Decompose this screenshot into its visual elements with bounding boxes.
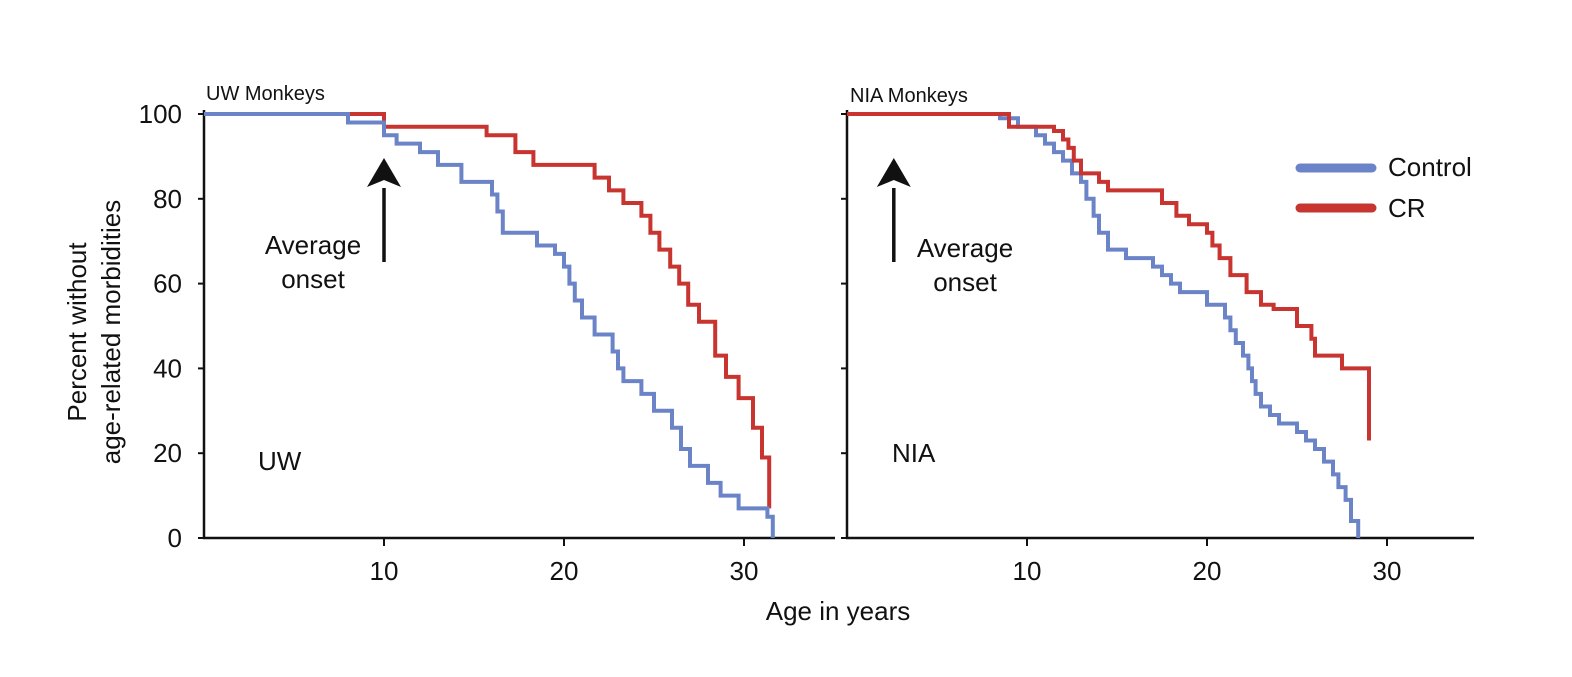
y-axis-label-line2: age-related morbidities <box>96 200 126 464</box>
y-tick-label: 40 <box>153 353 182 383</box>
series-line-control <box>204 112 775 538</box>
panel-label: UW <box>258 446 302 476</box>
y-tick-label: 80 <box>153 184 182 214</box>
series-line-control <box>847 112 1361 538</box>
annotation-arrowhead <box>876 158 911 187</box>
x-tick-label: 10 <box>1013 556 1042 586</box>
annotation-average: Average <box>265 230 361 260</box>
panel-title: NIA Monkeys <box>850 85 968 107</box>
y-tick-label: 0 <box>168 523 182 553</box>
annotation-arrowhead <box>367 158 401 187</box>
legend-label-control: Control <box>1388 152 1472 182</box>
legend: Control CR <box>1295 152 1472 223</box>
y-axis-label-line1: Percent without <box>62 242 92 422</box>
legend-label-cr: CR <box>1388 193 1426 223</box>
annotation-average: Average <box>917 233 1013 263</box>
panel-label: NIA <box>892 438 936 468</box>
panel-nia: NIA Monkeys NIA Average onset 10 20 30 <box>841 85 1474 586</box>
series-line-cr <box>204 112 772 509</box>
annotation-onset: onset <box>281 264 345 294</box>
x-tick-label: 20 <box>1193 556 1222 586</box>
series-line-cr <box>847 112 1371 441</box>
annotation-onset: onset <box>933 267 997 297</box>
y-tick-label: 60 <box>153 269 182 299</box>
y-tick-label: 20 <box>153 438 182 468</box>
x-tick-label: 20 <box>550 556 579 586</box>
x-tick-label: 10 <box>370 556 399 586</box>
panel-uw: UW Monkeys UW Average onset 0 20 40 60 80 100… <box>139 83 835 586</box>
x-tick-label: 30 <box>730 556 759 586</box>
x-axis-label: Age in years <box>766 596 911 626</box>
y-tick-label: 100 <box>139 99 182 129</box>
x-tick-label: 30 <box>1373 556 1402 586</box>
panel-title: UW Monkeys <box>206 83 325 105</box>
